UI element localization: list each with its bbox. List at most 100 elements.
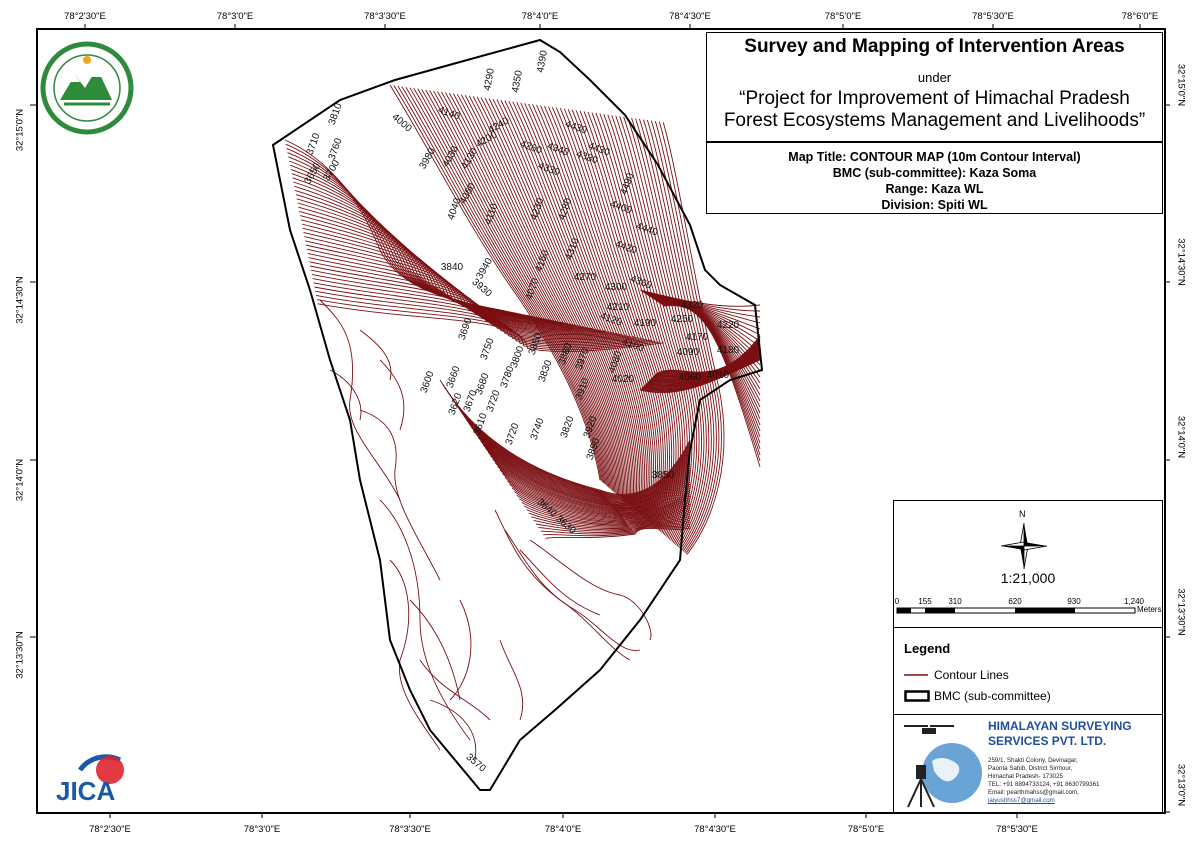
contour-elevation-label: 4320 <box>681 300 704 311</box>
contour-line <box>417 88 610 488</box>
legend-label-contour: Contour Lines <box>934 668 1009 682</box>
company-name-line1: HIMALAYAN SURVEYING <box>988 719 1132 733</box>
contour-line <box>532 104 651 519</box>
scale-block: N 1:21,000 0 155 310 620 930 1,240 Meter… <box>893 500 1163 628</box>
contour-elevation-label: 4250 <box>671 314 694 325</box>
contour-line <box>421 89 611 489</box>
top-coord-label: 78°5'30"E <box>972 11 1014 22</box>
contour-elevation-label: 4210 <box>607 302 630 313</box>
contour-line <box>508 101 641 513</box>
bmc-boundary <box>271 38 764 791</box>
contour-elevation-label: 4190 <box>634 318 657 329</box>
contour-elevation-label: 3980 <box>418 146 439 171</box>
contour-elevation-label: 4390 <box>535 49 550 73</box>
contour-line <box>458 408 691 502</box>
contour-line <box>298 206 568 324</box>
contour-line <box>454 401 691 500</box>
contour-line <box>437 91 616 493</box>
contour-elevation-label: 3720 <box>485 388 503 413</box>
contour-line <box>603 114 688 539</box>
contour-line <box>393 85 602 482</box>
contour-elevation-label: 4010 <box>707 370 730 381</box>
graticule-ticks <box>30 24 1170 818</box>
company-address-line: Himachal Pradesh- 173025 <box>988 773 1063 780</box>
contour-line <box>456 93 622 499</box>
contour-elevation-label: 3780 <box>499 364 517 389</box>
contour-line <box>627 117 702 546</box>
contour-line <box>551 106 660 525</box>
contour-line <box>535 519 691 532</box>
contour-elevation-label: 3670 <box>462 388 480 413</box>
contour-elevation-label: 4350 <box>510 69 525 93</box>
surveying-logo <box>904 725 982 808</box>
contour-elevation-label: 4420 <box>614 239 639 257</box>
contour-line <box>504 476 691 518</box>
contour-line <box>389 84 601 481</box>
contour-line <box>296 198 559 323</box>
map-main-title: Survey and Mapping of Intervention Areas <box>744 36 1125 57</box>
contour-line <box>533 517 691 531</box>
contour-line <box>305 240 601 331</box>
contour-elevation-label: 3760 <box>327 136 345 161</box>
contour-line <box>461 412 691 503</box>
contour-line <box>449 394 691 499</box>
contour-line <box>456 404 691 501</box>
contour-line <box>315 290 652 347</box>
scale-unit: Meters <box>1137 605 1162 614</box>
contour-elevation-label: 3740 <box>529 416 547 441</box>
bottom-coord-label: 78°2'30"E <box>89 824 131 835</box>
range-line: Range: Kaza WL <box>885 182 984 196</box>
top-coord-label: 78°4'0"E <box>521 11 559 22</box>
contour-line <box>451 397 691 499</box>
contour-line <box>655 335 761 375</box>
contour-line <box>536 104 653 521</box>
contour-line <box>401 86 605 484</box>
contour-line <box>511 487 691 521</box>
bottom-coord-label: 78°3'0"E <box>243 824 281 835</box>
contour-elevation-label: 3610 <box>472 411 490 436</box>
bmc-line: BMC (sub-committee): Kaza Soma <box>832 166 1037 180</box>
contour-line <box>496 99 636 510</box>
contour-elevation-label: 4300 <box>605 282 628 293</box>
scale-number: 155 <box>918 597 932 606</box>
bottom-coord-label: 78°4'0"E <box>544 824 582 835</box>
contour-line <box>466 419 691 504</box>
contour-line <box>472 96 627 503</box>
contour-line <box>509 484 691 520</box>
contour-line <box>635 118 707 548</box>
contour-line <box>468 95 626 502</box>
legend-title: Legend <box>904 641 951 656</box>
company-phone: TEL: +91 8894733124, +91 8630799361 <box>988 781 1100 788</box>
contour-line <box>445 92 619 496</box>
contour-line <box>476 96 629 504</box>
contour-line <box>317 303 664 352</box>
contour-line <box>299 210 572 325</box>
scale-number: 0 <box>894 597 900 606</box>
contour-elevation-label: 4180 <box>717 345 740 356</box>
contour-line <box>545 527 691 539</box>
contour-line <box>405 86 606 485</box>
title-under: under <box>917 70 952 85</box>
contour-line <box>425 89 612 490</box>
contour-elevation-label: 3710 <box>305 131 323 156</box>
contour-line <box>528 512 691 528</box>
contour-line <box>301 223 585 328</box>
contour-line <box>499 469 691 516</box>
scale-number: 930 <box>1067 597 1081 606</box>
contour-line <box>523 505 691 526</box>
contour-line <box>516 102 644 515</box>
contour-elevation-label: 3660 <box>445 364 463 389</box>
legend: Legend Contour Lines BMC (sub-committee) <box>893 627 1163 715</box>
contour-line <box>494 462 691 514</box>
company-name: HIMALAYAN SURVEYING SERVICES PVT. LTD. <box>988 719 1160 749</box>
jica-logo: JICA <box>56 754 124 806</box>
contour-line <box>452 93 621 498</box>
contour-line <box>615 115 695 542</box>
contour-elevation-label: 4090 <box>677 347 700 358</box>
contour-elevation-label: 4440 <box>635 221 660 239</box>
contour-line <box>429 90 614 491</box>
contour-line <box>504 100 639 512</box>
contour-line <box>547 106 658 524</box>
